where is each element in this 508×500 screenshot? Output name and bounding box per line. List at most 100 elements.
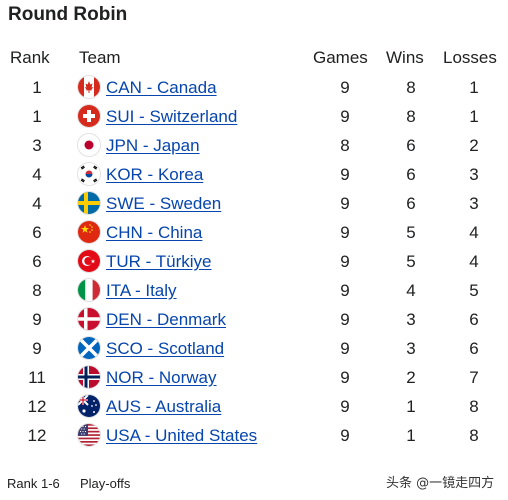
norway-flag-icon <box>78 366 100 388</box>
team-link[interactable]: NOR - Norway <box>106 368 217 387</box>
rank-cell: 9 <box>32 310 42 329</box>
wins-cell: 6 <box>406 165 416 184</box>
losses-cell: 4 <box>469 252 479 271</box>
losses-cell: 2 <box>469 136 479 155</box>
canada-flag-icon <box>78 76 100 98</box>
wins-cell: 5 <box>406 223 416 242</box>
wins-cell: 8 <box>406 107 416 126</box>
rank-cell: 12 <box>27 397 47 416</box>
denmark-flag-icon <box>78 308 100 330</box>
games-cell: 9 <box>340 426 350 445</box>
italy-flag-icon <box>78 279 100 301</box>
team-link[interactable]: SCO - Scotland <box>106 339 225 358</box>
watermark: 头条 @一镜走四方 <box>386 476 495 491</box>
team-link[interactable]: AUS - Australia <box>106 397 222 416</box>
losses-cell: 6 <box>469 339 479 358</box>
sweden-flag-icon <box>78 192 100 214</box>
games-cell: 9 <box>340 368 350 387</box>
table-row: 4 SWE - Sweden 9 6 3 <box>0 190 508 219</box>
games-cell: 9 <box>340 165 350 184</box>
losses-cell: 1 <box>469 78 479 97</box>
rank-cell: 6 <box>32 223 42 242</box>
table-row: 9 SCO - Scotland 9 3 6 <box>0 335 508 364</box>
team-link[interactable]: CHN - China <box>106 223 203 242</box>
losses-cell: 8 <box>469 426 479 445</box>
losses-cell: 8 <box>469 397 479 416</box>
rank-cell: 6 <box>32 252 42 271</box>
losses-cell: 3 <box>469 165 479 184</box>
rank-cell: 11 <box>28 368 46 387</box>
team-link[interactable]: SWE - Sweden <box>106 194 222 213</box>
table-row: 12 USA - United States 9 1 8 <box>0 422 508 451</box>
wins-cell: 6 <box>406 194 416 213</box>
games-cell: 9 <box>340 194 350 213</box>
games-cell: 9 <box>340 223 350 242</box>
wins-cell: 5 <box>406 252 416 271</box>
team-link[interactable]: DEN - Denmark <box>106 310 226 329</box>
rank-cell: 4 <box>32 165 42 184</box>
turkiye-flag-icon <box>78 250 100 272</box>
team-link[interactable]: SUI - Switzerland <box>106 107 238 126</box>
footer-playoffs: Play-offs <box>80 476 131 491</box>
games-cell: 8 <box>340 136 350 155</box>
team-link[interactable]: TUR - Türkiye <box>106 252 212 271</box>
losses-cell: 5 <box>469 281 479 300</box>
table-row: 6 CHN - China 9 5 4 <box>0 219 508 248</box>
scotland-flag-icon <box>78 337 100 359</box>
wins-cell: 3 <box>406 310 416 329</box>
team-link[interactable]: KOR - Korea <box>106 165 204 184</box>
team-link[interactable]: USA - United States <box>106 426 258 445</box>
japan-flag-icon <box>78 134 100 156</box>
wins-cell: 1 <box>406 397 416 416</box>
games-cell: 9 <box>340 281 350 300</box>
table-row: 3 JPN - Japan 8 6 2 <box>0 132 508 161</box>
losses-cell: 1 <box>469 107 479 126</box>
rank-cell: 12 <box>27 426 47 445</box>
games-cell: 9 <box>340 252 350 271</box>
losses-cell: 4 <box>469 223 479 242</box>
rank-cell: 9 <box>32 339 42 358</box>
footer-rank-range: Rank 1-6 <box>7 476 60 491</box>
losses-cell: 7 <box>469 368 479 387</box>
table-row: 11 NOR - Norway 9 2 7 <box>0 364 508 393</box>
table-row: 1 CAN - Canada 9 8 1 <box>0 74 508 103</box>
header-wins: Wins <box>386 48 424 67</box>
australia-flag-icon <box>78 395 100 417</box>
losses-cell: 3 <box>469 194 479 213</box>
wins-cell: 8 <box>406 78 416 97</box>
games-cell: 9 <box>340 78 350 97</box>
switzerland-flag-icon <box>78 105 100 127</box>
table-row: 6 TUR - Türkiye 9 5 4 <box>0 248 508 277</box>
rank-cell: 8 <box>32 281 42 300</box>
table-row: 1 SUI - Switzerland 9 8 1 <box>0 103 508 132</box>
usa-flag-icon <box>78 424 100 446</box>
china-flag-icon <box>78 221 100 243</box>
table-row: 8 ITA - Italy 9 4 5 <box>0 277 508 306</box>
losses-cell: 6 <box>469 310 479 329</box>
korea-flag-icon <box>78 163 100 185</box>
games-cell: 9 <box>340 397 350 416</box>
wins-cell: 2 <box>406 368 416 387</box>
header-games: Games <box>313 48 368 67</box>
wins-cell: 3 <box>406 339 416 358</box>
team-link[interactable]: CAN - Canada <box>106 78 217 97</box>
wins-cell: 4 <box>406 281 416 300</box>
table-row: 4 KOR - Korea 9 6 3 <box>0 161 508 190</box>
rank-cell: 1 <box>32 107 42 126</box>
rank-cell: 4 <box>32 194 42 213</box>
wins-cell: 1 <box>406 426 416 445</box>
games-cell: 9 <box>340 339 350 358</box>
header-rank: Rank <box>10 48 50 67</box>
games-cell: 9 <box>340 107 350 126</box>
wins-cell: 6 <box>406 136 416 155</box>
team-link[interactable]: ITA - Italy <box>106 281 177 300</box>
header-team: Team <box>79 48 121 67</box>
page-title: Round Robin <box>8 4 128 25</box>
games-cell: 9 <box>340 310 350 329</box>
rank-cell: 1 <box>32 78 42 97</box>
team-link[interactable]: JPN - Japan <box>106 136 200 155</box>
rank-cell: 3 <box>32 136 42 155</box>
table-row: 9 DEN - Denmark 9 3 6 <box>0 306 508 335</box>
header-losses: Losses <box>443 48 497 67</box>
table-row: 12 AUS - Australia 9 1 8 <box>0 393 508 422</box>
